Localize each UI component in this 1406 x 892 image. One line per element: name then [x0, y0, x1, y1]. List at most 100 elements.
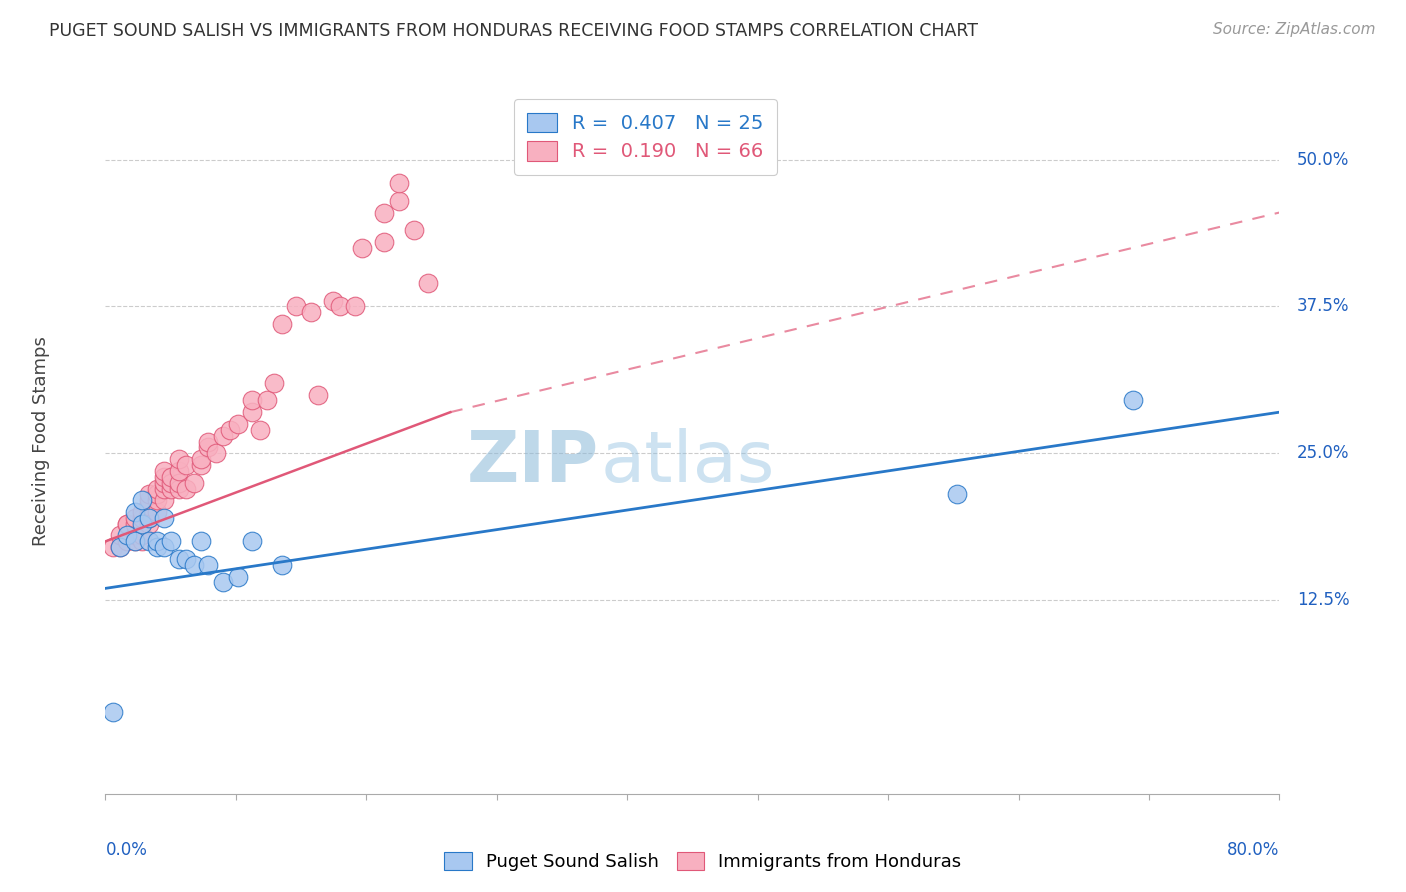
- Point: [373, 205, 395, 219]
- Point: [270, 317, 292, 331]
- Text: 12.5%: 12.5%: [1298, 591, 1350, 609]
- Point: [167, 475, 190, 490]
- Point: [117, 534, 139, 549]
- Point: [160, 482, 183, 496]
- Point: [117, 516, 139, 531]
- Point: [138, 487, 160, 501]
- Point: [343, 300, 366, 314]
- Text: 25.0%: 25.0%: [1298, 444, 1350, 462]
- Point: [153, 464, 176, 478]
- Point: [249, 423, 271, 437]
- Point: [131, 511, 153, 525]
- Point: [240, 405, 263, 419]
- Point: [146, 482, 169, 496]
- Point: [138, 534, 160, 549]
- Point: [322, 293, 344, 308]
- Text: Receiving Food Stamps: Receiving Food Stamps: [32, 336, 49, 547]
- Point: [167, 482, 190, 496]
- Point: [388, 194, 411, 208]
- Point: [263, 376, 285, 390]
- Point: [124, 516, 146, 531]
- Point: [117, 516, 139, 531]
- Point: [146, 487, 169, 501]
- Text: 50.0%: 50.0%: [1298, 151, 1350, 169]
- Point: [153, 482, 176, 496]
- Point: [153, 475, 176, 490]
- Point: [124, 534, 146, 549]
- Point: [138, 499, 160, 513]
- Point: [160, 475, 183, 490]
- Point: [124, 534, 146, 549]
- Point: [256, 393, 278, 408]
- Text: Source: ZipAtlas.com: Source: ZipAtlas.com: [1212, 22, 1375, 37]
- Point: [101, 540, 124, 554]
- Point: [197, 441, 219, 455]
- Point: [190, 452, 212, 467]
- Point: [219, 423, 242, 437]
- Point: [211, 428, 233, 442]
- Point: [167, 552, 190, 566]
- Point: [138, 511, 160, 525]
- Point: [183, 558, 205, 572]
- Legend: R =  0.407   N = 25, R =  0.190   N = 66: R = 0.407 N = 25, R = 0.190 N = 66: [513, 99, 778, 175]
- Point: [146, 493, 169, 508]
- Point: [138, 511, 160, 525]
- Legend: Puget Sound Salish, Immigrants from Honduras: Puget Sound Salish, Immigrants from Hond…: [437, 845, 969, 879]
- Point: [226, 569, 249, 583]
- Text: 37.5%: 37.5%: [1298, 297, 1350, 316]
- Point: [240, 534, 263, 549]
- Text: 0.0%: 0.0%: [105, 841, 148, 859]
- Point: [153, 540, 176, 554]
- Text: ZIP: ZIP: [467, 428, 599, 497]
- Point: [945, 487, 967, 501]
- Point: [124, 528, 146, 542]
- Point: [402, 223, 425, 237]
- Point: [418, 276, 440, 290]
- Point: [352, 241, 374, 255]
- Point: [117, 528, 139, 542]
- Text: PUGET SOUND SALISH VS IMMIGRANTS FROM HONDURAS RECEIVING FOOD STAMPS CORRELATION: PUGET SOUND SALISH VS IMMIGRANTS FROM HO…: [49, 22, 979, 40]
- Point: [285, 300, 308, 314]
- Point: [131, 528, 153, 542]
- Point: [101, 705, 124, 719]
- Point: [373, 235, 395, 249]
- Point: [160, 469, 183, 483]
- Point: [240, 393, 263, 408]
- Point: [270, 558, 292, 572]
- Point: [197, 558, 219, 572]
- Point: [388, 176, 411, 190]
- Point: [190, 534, 212, 549]
- Point: [108, 540, 131, 554]
- Point: [174, 482, 197, 496]
- Point: [167, 452, 190, 467]
- Point: [153, 469, 176, 483]
- Point: [299, 305, 322, 319]
- Point: [124, 505, 146, 519]
- Point: [153, 493, 176, 508]
- Point: [160, 534, 183, 549]
- Point: [124, 511, 146, 525]
- Point: [307, 387, 329, 401]
- Point: [131, 505, 153, 519]
- Point: [190, 458, 212, 472]
- Point: [153, 511, 176, 525]
- Point: [183, 475, 205, 490]
- Point: [146, 540, 169, 554]
- Point: [138, 505, 160, 519]
- Point: [1122, 393, 1144, 408]
- Point: [226, 417, 249, 431]
- Point: [211, 575, 233, 590]
- Point: [146, 534, 169, 549]
- Text: atlas: atlas: [600, 428, 775, 497]
- Point: [138, 516, 160, 531]
- Text: 80.0%: 80.0%: [1227, 841, 1279, 859]
- Point: [204, 446, 226, 460]
- Point: [131, 534, 153, 549]
- Point: [167, 464, 190, 478]
- Point: [108, 540, 131, 554]
- Point: [174, 458, 197, 472]
- Point: [138, 493, 160, 508]
- Point: [197, 434, 219, 449]
- Point: [174, 552, 197, 566]
- Point: [131, 493, 153, 508]
